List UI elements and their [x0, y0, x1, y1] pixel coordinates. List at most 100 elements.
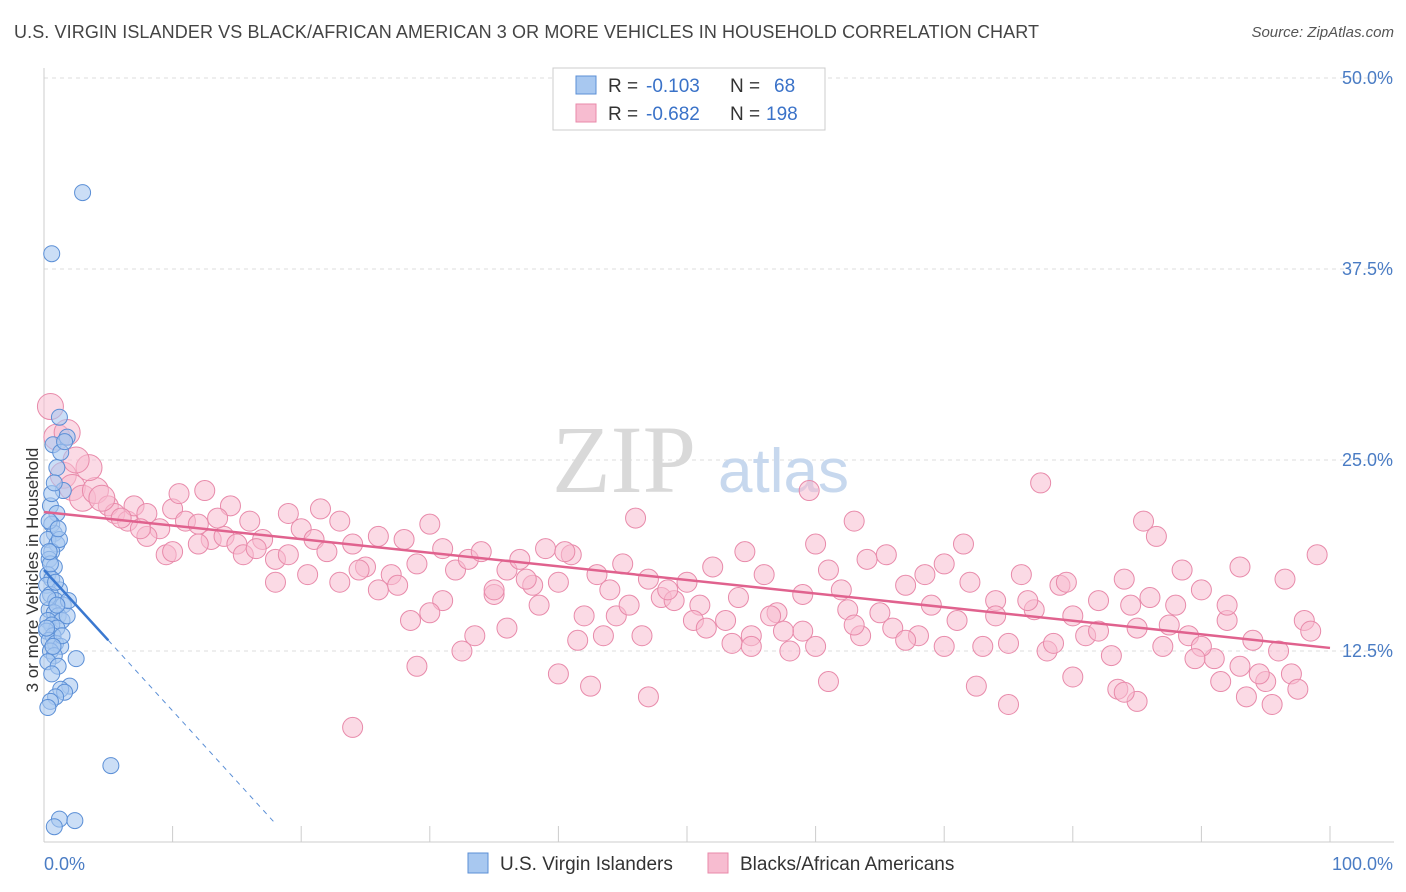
pink-point-54: [676, 571, 698, 593]
pink-point-77: [972, 635, 994, 657]
legend-swatch-blue: [575, 75, 597, 95]
source-credit: Source: ZipAtlas.com: [1251, 24, 1394, 41]
legend-r-label-2: R =: [608, 104, 638, 125]
pink-point-190: [547, 663, 569, 685]
legend-n-value-1: 68: [774, 76, 795, 97]
blue-point-50: [66, 812, 84, 830]
legend-r-value-2: -0.682: [646, 104, 700, 125]
pink-point-126: [895, 629, 917, 651]
pink-point-169: [657, 579, 679, 601]
pink-point-97: [1229, 655, 1251, 677]
blue-point-0: [74, 184, 92, 202]
pink-point-62: [779, 640, 801, 662]
legend-n-label-1: N =: [730, 76, 760, 97]
pink-point-70: [882, 617, 904, 639]
pink-point-178: [985, 605, 1007, 627]
blue-point-62: [38, 619, 56, 637]
pink-point-142: [297, 564, 319, 586]
pink-point-180: [1055, 571, 1077, 593]
pink-point-173: [792, 583, 814, 605]
series-legend-swatch-blue: [467, 852, 489, 874]
pink-point-16: [194, 480, 216, 502]
pink-point-149: [110, 507, 132, 529]
x-tick-label-0: 0.0%: [44, 854, 85, 874]
series-legend: U.S. Virgin Islanders Blacks/African Ame…: [467, 852, 954, 875]
trend-lines: [43, 510, 1331, 825]
pink-point-185: [1216, 594, 1238, 616]
pink-point-41: [509, 548, 531, 570]
pink-point-94: [1190, 579, 1212, 601]
pink-point-182: [1120, 594, 1142, 616]
y-axis-title: 3 or more Vehicles in Household: [23, 448, 42, 693]
pink-point-160: [348, 559, 370, 581]
pink-point-91: [1152, 635, 1174, 657]
pink-point-105: [1030, 472, 1052, 494]
blue-trend-extension: [107, 639, 276, 825]
pink-point-80: [1010, 564, 1032, 586]
pink-point-68: [856, 548, 878, 570]
pink-point-33: [406, 553, 428, 575]
legend-n-value-2: 198: [766, 104, 798, 125]
pink-point-111: [998, 693, 1019, 715]
pink-point-30: [367, 525, 389, 547]
legend-r-value-1: -0.103: [646, 76, 700, 97]
blue-point-41: [43, 665, 61, 683]
pink-point-128: [805, 635, 827, 657]
pink-point-171: [734, 541, 756, 563]
pink-point-90: [1139, 587, 1161, 609]
y-tick-label-1: 25.0%: [1342, 450, 1393, 470]
blue-trend-line: [43, 569, 110, 642]
pink-point-48: [599, 579, 621, 601]
pink-point-119: [1274, 568, 1296, 590]
blue-point-66: [56, 433, 74, 451]
pink-point-121: [1171, 559, 1193, 581]
correlation-legend: R = -0.103 N = 68 R = -0.682 N = 198: [552, 67, 826, 131]
pink-point-184: [1184, 648, 1206, 670]
pink-point-118: [1287, 678, 1309, 700]
pink-point-79: [998, 632, 1019, 654]
pink-point-107: [1145, 525, 1167, 547]
pink-point-129: [760, 605, 782, 627]
pink-point-163: [451, 640, 473, 662]
pink-point-84: [1062, 605, 1084, 627]
x-tick-label-1: 100.0%: [1332, 854, 1393, 874]
pink-point-134: [567, 629, 589, 651]
blue-point-51: [45, 818, 63, 836]
blue-point-48: [102, 757, 120, 775]
pink-point-187: [1300, 620, 1322, 642]
pink-point-75: [946, 609, 968, 631]
pink-point-64: [805, 533, 827, 555]
pink-trend-line: [43, 510, 1331, 650]
pink-point-15: [168, 483, 190, 505]
pink-point-150: [88, 484, 116, 512]
pink-point-109: [817, 671, 839, 693]
pink-point-124: [1043, 632, 1065, 654]
pink-point-156: [207, 507, 229, 529]
pink-point-135: [528, 594, 550, 616]
blue-points: [38, 184, 120, 836]
pink-point-179: [1017, 590, 1039, 612]
pink-point-20: [239, 510, 261, 532]
series-legend-label-pink: Blacks/African Americans: [740, 854, 954, 875]
blue-point-61: [49, 520, 67, 538]
pink-point-115: [1210, 671, 1232, 693]
blue-point-6: [48, 459, 66, 477]
pink-point-106: [1133, 510, 1155, 532]
pink-point-157: [245, 538, 267, 560]
pink-point-50: [625, 507, 647, 529]
pink-point-43: [535, 538, 557, 560]
pink-point-186: [1248, 663, 1270, 685]
pink-point-69: [869, 602, 891, 624]
pink-point-86: [1088, 590, 1110, 612]
pink-point-34: [419, 513, 441, 535]
blue-point-64: [48, 596, 66, 614]
pink-point-181: [1088, 620, 1110, 642]
pink-point-172: [772, 620, 794, 642]
pink-point-125: [933, 635, 955, 657]
pink-point-141: [329, 571, 351, 593]
pink-point-155: [162, 541, 184, 563]
pink-point-132: [631, 625, 653, 647]
pink-point-120: [1229, 556, 1251, 578]
pink-point-100: [1268, 640, 1290, 662]
